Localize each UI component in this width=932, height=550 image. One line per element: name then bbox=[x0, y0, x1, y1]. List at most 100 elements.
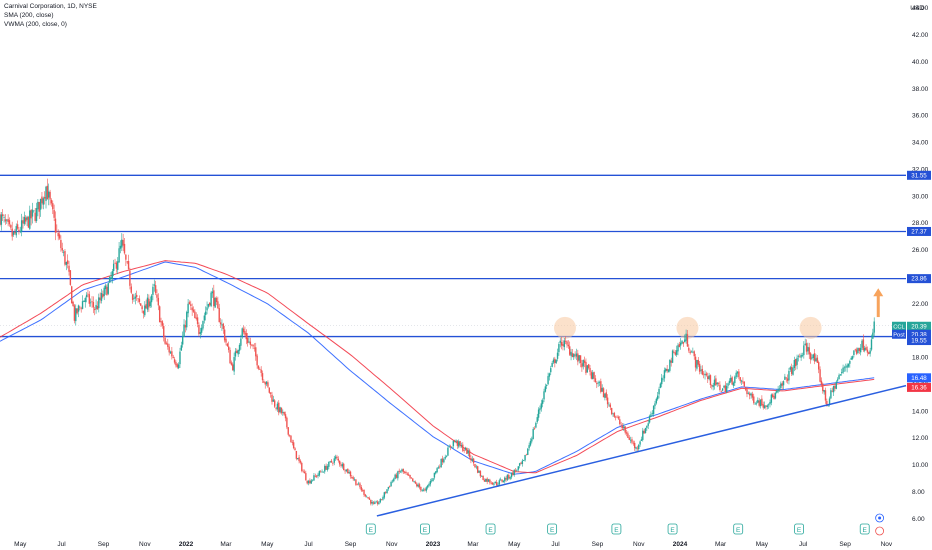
candle-body[interactable] bbox=[210, 292, 212, 307]
candle-body[interactable] bbox=[628, 437, 630, 440]
candle-body[interactable] bbox=[697, 359, 699, 365]
candle-body[interactable] bbox=[187, 303, 189, 314]
candle-body[interactable] bbox=[854, 349, 856, 351]
candle-body[interactable] bbox=[48, 191, 50, 198]
candle-body[interactable] bbox=[181, 336, 184, 345]
candle-body[interactable] bbox=[819, 369, 821, 382]
candle-body[interactable] bbox=[283, 411, 285, 415]
candle-body[interactable] bbox=[83, 300, 85, 302]
resistance-highlight[interactable] bbox=[676, 316, 699, 339]
candle-body[interactable] bbox=[397, 471, 399, 479]
candle-body[interactable] bbox=[302, 470, 304, 472]
candle-body[interactable] bbox=[241, 328, 243, 338]
candle-body[interactable] bbox=[763, 405, 766, 409]
candle-body[interactable] bbox=[233, 357, 235, 372]
candle-body[interactable] bbox=[391, 480, 394, 482]
candle-body[interactable] bbox=[422, 489, 425, 491]
candle-body[interactable] bbox=[790, 367, 793, 374]
candle-body[interactable] bbox=[574, 354, 576, 356]
candle-body[interactable] bbox=[320, 471, 322, 473]
candle-body[interactable] bbox=[295, 450, 298, 459]
candle-body[interactable] bbox=[769, 402, 771, 405]
candle-body[interactable] bbox=[644, 427, 647, 434]
candle-body[interactable] bbox=[796, 357, 798, 365]
candle-body[interactable] bbox=[555, 359, 557, 363]
candle-body[interactable] bbox=[504, 477, 506, 482]
candle-body[interactable] bbox=[38, 201, 40, 212]
candle-body[interactable] bbox=[667, 369, 670, 372]
candle-body[interactable] bbox=[822, 383, 824, 392]
candle-body[interactable] bbox=[857, 347, 859, 353]
candle-body[interactable] bbox=[275, 407, 277, 409]
candle-body[interactable] bbox=[137, 298, 139, 300]
candle-body[interactable] bbox=[292, 442, 295, 449]
candle-body[interactable] bbox=[142, 310, 145, 314]
candle-body[interactable] bbox=[348, 472, 350, 474]
candle-body[interactable] bbox=[322, 471, 325, 473]
candle-body[interactable] bbox=[98, 297, 100, 309]
candle-body[interactable] bbox=[452, 440, 455, 446]
candle-body[interactable] bbox=[784, 376, 786, 380]
candle-body[interactable] bbox=[383, 492, 386, 498]
candle-body[interactable] bbox=[525, 454, 528, 456]
candle-body[interactable] bbox=[548, 373, 551, 377]
candle-body[interactable] bbox=[340, 464, 342, 466]
candle-body[interactable] bbox=[133, 298, 135, 299]
candle-body[interactable] bbox=[421, 490, 423, 491]
candle-body[interactable] bbox=[268, 387, 270, 393]
candle-body[interactable] bbox=[789, 367, 791, 370]
candle-body[interactable] bbox=[81, 301, 84, 309]
candle-body[interactable] bbox=[801, 355, 804, 356]
candle-body[interactable] bbox=[777, 389, 779, 392]
candle-body[interactable] bbox=[261, 373, 264, 381]
candle-body[interactable] bbox=[440, 458, 442, 467]
candle-body[interactable] bbox=[647, 423, 649, 426]
candle-body[interactable] bbox=[338, 460, 341, 465]
candle-body[interactable] bbox=[823, 390, 825, 393]
candle-body[interactable] bbox=[252, 344, 254, 347]
candle-body[interactable] bbox=[532, 429, 534, 439]
candle-body[interactable] bbox=[76, 308, 78, 314]
candle-body[interactable] bbox=[490, 482, 492, 484]
candle-body[interactable] bbox=[69, 270, 72, 285]
candle-body[interactable] bbox=[573, 353, 575, 358]
candle-body[interactable] bbox=[498, 480, 501, 485]
candle-body[interactable] bbox=[389, 486, 391, 488]
candle-body[interactable] bbox=[122, 239, 124, 246]
candle-body[interactable] bbox=[56, 231, 58, 232]
candle-body[interactable] bbox=[755, 402, 758, 404]
candle-body[interactable] bbox=[403, 471, 406, 473]
earnings-marker[interactable]: E bbox=[611, 523, 622, 535]
candle-body[interactable] bbox=[298, 457, 300, 462]
earnings-marker[interactable]: E bbox=[365, 523, 376, 535]
candle-body[interactable] bbox=[230, 362, 233, 365]
candle-body[interactable] bbox=[435, 471, 437, 474]
candle-body[interactable] bbox=[336, 456, 338, 459]
candle-body[interactable] bbox=[4, 219, 7, 222]
candle-body[interactable] bbox=[46, 185, 49, 200]
candle-body[interactable] bbox=[596, 383, 598, 385]
candle-body[interactable] bbox=[357, 483, 360, 485]
candle-body[interactable] bbox=[111, 271, 114, 279]
candle-body[interactable] bbox=[587, 364, 590, 369]
candle-body[interactable] bbox=[288, 434, 291, 436]
candle-body[interactable] bbox=[535, 422, 537, 428]
candle-body[interactable] bbox=[135, 294, 138, 298]
candle-body[interactable] bbox=[96, 305, 99, 310]
candle-body[interactable] bbox=[301, 462, 303, 471]
candle-body[interactable] bbox=[424, 489, 426, 491]
candle-body[interactable] bbox=[361, 489, 364, 491]
candle-body[interactable] bbox=[2, 214, 4, 217]
candle-body[interactable] bbox=[842, 367, 844, 373]
candle-body[interactable] bbox=[624, 426, 626, 433]
candle-body[interactable] bbox=[313, 475, 315, 481]
candle-body[interactable] bbox=[34, 212, 36, 221]
candle-body[interactable] bbox=[290, 435, 292, 443]
candle-body[interactable] bbox=[520, 462, 522, 464]
candle-body[interactable] bbox=[203, 315, 206, 321]
candle-body[interactable] bbox=[684, 339, 686, 343]
candle-body[interactable] bbox=[14, 231, 16, 234]
candle-body[interactable] bbox=[866, 349, 869, 353]
candle-body[interactable] bbox=[134, 296, 137, 299]
candle-body[interactable] bbox=[648, 415, 651, 423]
